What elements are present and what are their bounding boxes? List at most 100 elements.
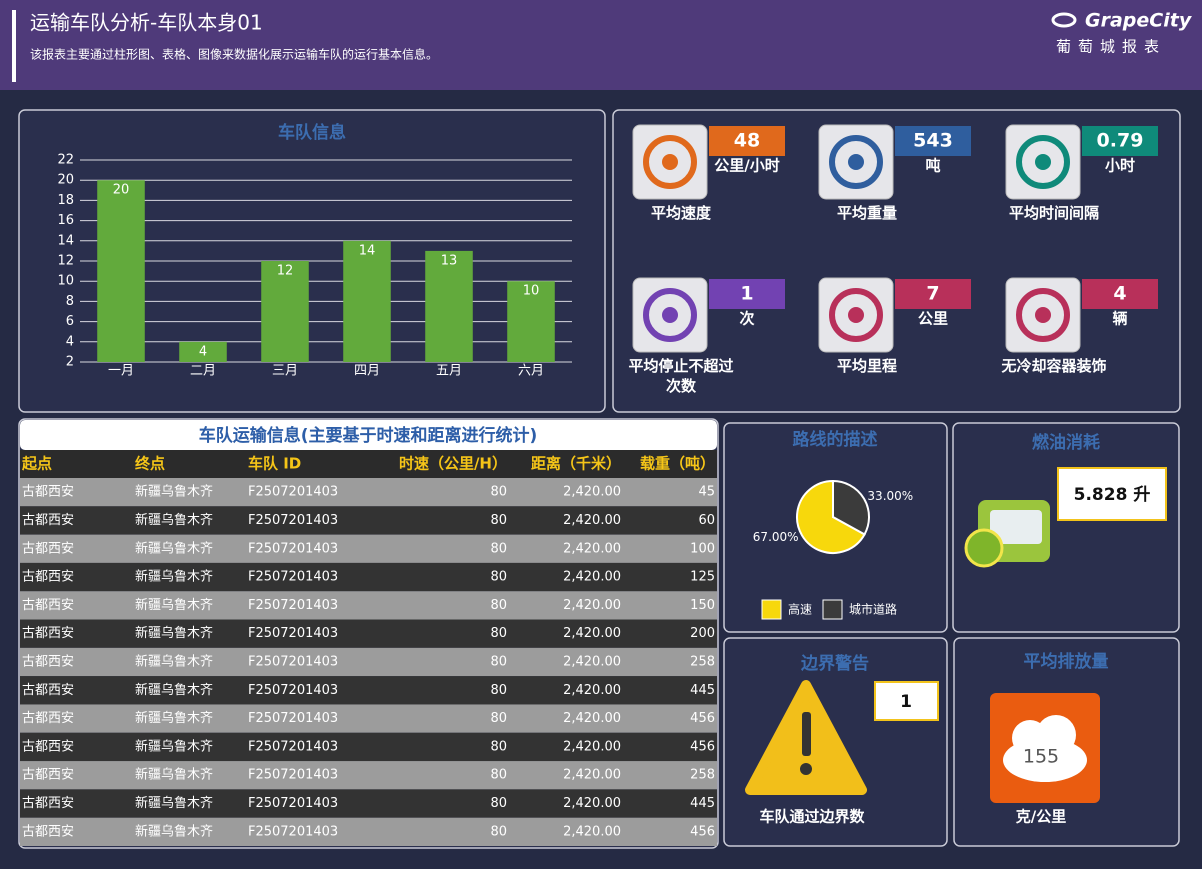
table-cell: 新疆乌鲁木齐 (135, 512, 213, 528)
table-cell: 新疆乌鲁木齐 (135, 767, 213, 783)
kpi-icon (1035, 307, 1051, 323)
table-cell: 80 (490, 796, 507, 811)
table-cell: 新疆乌鲁木齐 (135, 484, 213, 500)
table-cell: 2,420.00 (563, 541, 621, 556)
table-cell: 80 (490, 485, 507, 500)
pie-slice (832, 479, 870, 536)
kpi-value: 7 (926, 283, 939, 305)
panel-title: 平均排放量 (1024, 651, 1109, 672)
panel-title: 燃油消耗 (1032, 432, 1100, 453)
page-subtitle: 该报表主要通过柱形图、表格、图像来数据化展示运输车队的运行基本信息。 (30, 47, 438, 62)
kpi-badge (895, 279, 971, 309)
kpi-icon (848, 307, 864, 323)
table-row (20, 534, 717, 563)
table-cell: 45 (698, 485, 715, 500)
header-accent (12, 10, 16, 82)
table-cell: 古都西安 (22, 513, 74, 528)
value-box (1057, 467, 1167, 521)
border-value: 1 (900, 692, 912, 712)
data-label: 33.00% (867, 489, 913, 503)
table-cell: 古都西安 (22, 739, 74, 754)
kpi-value: 48 (734, 130, 760, 152)
y-tick-label: 6 (66, 314, 74, 329)
table-cell: 445 (690, 796, 715, 811)
table-cell: 456 (690, 824, 715, 839)
header-bar (0, 0, 1202, 90)
column-header: 载重（吨） (640, 455, 715, 473)
x-tick-label: 三月 (272, 364, 298, 379)
table-row (20, 761, 717, 790)
kpi-unit: 公里 (918, 310, 948, 328)
table-cell: 古都西安 (22, 655, 74, 670)
chart-title: 路线的描述 (793, 429, 878, 450)
kpi-icon (662, 307, 678, 323)
table-cell: F2507201403 (248, 541, 338, 556)
table-header-row (20, 450, 717, 478)
x-tick-label: 二月 (190, 364, 216, 379)
table-cell: F2507201403 (248, 824, 338, 839)
table-cell: 80 (490, 768, 507, 783)
cloud (1003, 715, 1087, 782)
table-cell: 456 (690, 711, 715, 726)
data-label: 13 (441, 253, 458, 268)
table-cell: 80 (490, 570, 507, 585)
table-row (20, 619, 717, 648)
table-cell: 125 (690, 570, 715, 585)
table-cell: 古都西安 (22, 541, 74, 556)
column-header: 距离（千米） (531, 455, 621, 473)
table-row (20, 478, 717, 507)
chart-title: 车队信息 (278, 122, 346, 143)
kpi-icon (829, 288, 883, 342)
table-cell: 258 (690, 655, 715, 670)
bar (179, 341, 227, 362)
kpi-icon (829, 135, 883, 189)
brand-subtitle: 葡萄城报表 (1056, 38, 1166, 56)
table-title: 车队运输信息(主要基于时速和距离进行统计) (199, 425, 538, 446)
bar (425, 250, 473, 362)
kpi-unit: 辆 (1112, 310, 1127, 328)
table-cell: 古都西安 (22, 824, 74, 839)
table-cell: 新疆乌鲁木齐 (135, 625, 213, 641)
page-title: 运输车队分析-车队本身01 (30, 11, 263, 35)
table-cell: 200 (690, 626, 715, 641)
kpi-unit: 次 (739, 310, 754, 328)
table-cell: 2,420.00 (563, 824, 621, 839)
table-row (20, 817, 717, 846)
legend-swatch (822, 599, 843, 620)
table-cell: F2507201403 (248, 796, 338, 811)
brand: GrapeCity (1085, 10, 1193, 32)
table-cell: 80 (490, 513, 507, 528)
y-tick-label: 16 (57, 213, 74, 228)
table-cell: F2507201403 (248, 485, 338, 500)
table-cell: 2,420.00 (563, 485, 621, 500)
x-tick-label: 四月 (354, 364, 380, 379)
table-cell: F2507201403 (248, 768, 338, 783)
column-header: 车队 ID (248, 455, 301, 473)
legend-swatch (761, 599, 782, 620)
table-cell: F2507201403 (248, 711, 338, 726)
table-cell: 456 (690, 739, 715, 754)
cloud (1036, 715, 1076, 755)
table-cell: 80 (490, 541, 507, 556)
value-box (874, 681, 939, 721)
table-cell: 新疆乌鲁木齐 (135, 823, 213, 839)
data-label: 12 (277, 264, 294, 279)
table-cell: 100 (690, 541, 715, 556)
table-cell: F2507201403 (248, 570, 338, 585)
table-cell: 2,420.00 (563, 626, 621, 641)
kpi-value: 543 (913, 130, 953, 152)
table-row (20, 789, 717, 818)
table-cell: 新疆乌鲁木齐 (135, 795, 213, 811)
table-cell: F2507201403 (248, 655, 338, 670)
kpi-badge (709, 279, 785, 309)
table-row (20, 562, 717, 592)
table-cell: 新疆乌鲁木齐 (135, 682, 213, 698)
data-label: 10 (523, 284, 540, 299)
pie-slice (796, 479, 866, 554)
kpi-value: 1 (740, 283, 753, 305)
table-cell: 80 (490, 824, 507, 839)
kpi-unit: 吨 (925, 157, 940, 175)
table-cell: F2507201403 (248, 626, 338, 641)
